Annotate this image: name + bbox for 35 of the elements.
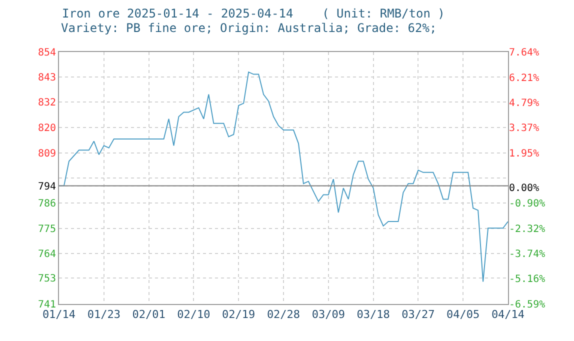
- chart-subtitle: Variety: PB fine ore; Origin: Australia; Grade: 62%;: [61, 21, 437, 35]
- y-tick-label: 832: [38, 97, 56, 108]
- x-tick-label: 02/10: [177, 308, 210, 322]
- y2-tick-label: -2.32%: [509, 224, 546, 235]
- y-tick-label: 794: [38, 181, 56, 192]
- x-tick-label: 01/23: [87, 308, 120, 322]
- y2-tick-label: 0.00%: [509, 182, 540, 194]
- y2-tick-label: 4.79%: [509, 98, 540, 109]
- y2-tick-label: -3.74%: [509, 249, 546, 260]
- y2-tick-label: 6.21%: [509, 72, 540, 84]
- y2-tick-label: 1.95%: [509, 148, 540, 160]
- chart-title: Iron ore 2025-01-14 - 2025-04-14 ( Unit: RMB/ton ): [62, 6, 445, 20]
- x-tick-label: 04/05: [446, 308, 480, 322]
- y2-tick-label: -0.90%: [509, 198, 546, 210]
- y2-tick-label: -6.59%: [509, 300, 546, 310]
- x-tick-label: 01/14: [42, 308, 76, 322]
- y-tick-label: 809: [38, 148, 56, 160]
- x-tick-label: 03/18: [356, 308, 390, 322]
- x-tick-label: 04/14: [491, 308, 525, 322]
- x-tick-label: 02/28: [266, 308, 300, 322]
- y-tick-label: 775: [38, 224, 56, 235]
- y-tick-label: 843: [38, 72, 56, 84]
- y-tick-label: 753: [38, 274, 56, 285]
- y-tick-label: 820: [38, 123, 56, 134]
- y2-tick-label: 3.37%: [509, 123, 540, 134]
- y-tick-label: 741: [38, 300, 56, 310]
- y-tick-label: 764: [38, 249, 56, 260]
- y-tick-label: 786: [38, 198, 56, 210]
- y-tick-label: 854: [38, 48, 56, 58]
- x-tick-label: 03/09: [312, 308, 345, 322]
- y2-tick-label: 7.64%: [509, 48, 540, 58]
- x-tick-label: 02/01: [132, 308, 166, 322]
- y2-tick-label: -5.16%: [509, 274, 546, 286]
- x-tick-label: 02/19: [222, 308, 256, 322]
- x-tick-label: 03/27: [402, 308, 435, 322]
